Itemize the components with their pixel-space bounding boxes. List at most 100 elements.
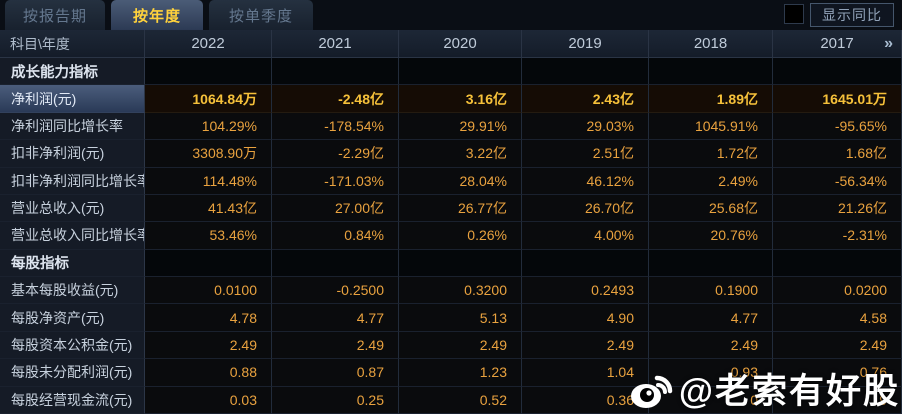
cell [145, 249, 272, 277]
cell[interactable]: 28.04% [399, 167, 522, 195]
cell [649, 249, 773, 277]
cell[interactable]: 4.77 [649, 304, 773, 332]
cell[interactable]: 25.68亿 [649, 194, 773, 223]
cell[interactable]: 0.76 [773, 359, 902, 387]
cell[interactable]: 0.0100 [145, 277, 272, 305]
cell[interactable]: 41.43亿 [145, 194, 272, 223]
year-column-header: 2018 [649, 30, 773, 58]
cell [522, 58, 649, 86]
more-years-chevron-icon[interactable]: » [884, 34, 893, 52]
year-column-header: 2021 [272, 30, 399, 58]
cell[interactable]: 2.49 [399, 331, 522, 360]
cell[interactable]: 26.70亿 [522, 194, 649, 223]
cell[interactable]: -178.54% [272, 112, 399, 141]
cell[interactable]: 0.25 [272, 386, 399, 414]
cell[interactable]: 4.58 [773, 304, 902, 332]
cell[interactable]: 21.26亿 [773, 194, 902, 223]
cell[interactable]: 0.2493 [522, 277, 649, 305]
cell[interactable]: 3.16亿 [399, 85, 522, 113]
cell[interactable]: 2.51亿 [522, 140, 649, 168]
year-column-header: 2022 [145, 30, 272, 58]
cell [272, 58, 399, 86]
row-label[interactable]: 基本每股收益(元) [0, 277, 145, 305]
cell[interactable]: 29.91% [399, 112, 522, 141]
cell[interactable]: 1.89亿 [649, 85, 773, 113]
cell[interactable]: 2.43亿 [522, 85, 649, 113]
cell[interactable]: 1645.01万 [773, 85, 902, 113]
cell[interactable]: 2.49 [145, 331, 272, 360]
cell[interactable]: 2.49 [773, 331, 902, 360]
row-label[interactable]: 每股净资产(元) [0, 304, 145, 332]
cell[interactable]: 3308.90万 [145, 140, 272, 168]
cell[interactable]: 2.49 [649, 331, 773, 360]
cell[interactable]: 0.52 [399, 386, 522, 414]
cell[interactable]: 104.29% [145, 112, 272, 141]
cell [399, 58, 522, 86]
cell[interactable]: 0.0200 [773, 277, 902, 305]
cell[interactable]: 27.00亿 [272, 194, 399, 223]
tab-by-year[interactable]: 按年度 [111, 0, 203, 30]
cell[interactable]: 2.49 [522, 331, 649, 360]
cell[interactable]: -2.48亿 [272, 85, 399, 113]
cell[interactable]: 9 [773, 386, 902, 414]
row-label[interactable]: 营业总收入(元) [0, 194, 145, 223]
cell[interactable]: -0.2500 [272, 277, 399, 305]
show-yoy-button[interactable]: 显示同比 [810, 3, 894, 27]
cell[interactable]: 1064.84万 [145, 85, 272, 113]
cell [522, 249, 649, 277]
cell[interactable]: 0.84% [272, 222, 399, 250]
cell[interactable]: 1045.91% [649, 112, 773, 141]
cell[interactable]: 2.49% [649, 167, 773, 195]
cell[interactable]: 0.93 [649, 359, 773, 387]
cell[interactable]: 4.90 [522, 304, 649, 332]
tab-by-single-quarter[interactable]: 按单季度 [209, 0, 313, 30]
show-yoy-checkbox[interactable] [784, 4, 804, 24]
row-label[interactable]: 每股资本公积金(元) [0, 331, 145, 360]
cell[interactable]: 46.12% [522, 167, 649, 195]
row-label[interactable]: 营业总收入同比增长率 [0, 222, 145, 250]
year-column-header: 2020 [399, 30, 522, 58]
cell[interactable]: -171.03% [272, 167, 399, 195]
cell[interactable]: -56.34% [773, 167, 902, 195]
cell[interactable]: 1.72亿 [649, 140, 773, 168]
cell[interactable]: 0.26% [399, 222, 522, 250]
period-tab-bar: 按报告期 按年度 按单季度 显示同比 [0, 0, 902, 30]
cell [773, 58, 902, 86]
cell[interactable]: 1.23 [399, 359, 522, 387]
cell[interactable]: -95.65% [773, 112, 902, 141]
row-label[interactable]: 扣非净利润(元) [0, 140, 145, 168]
year-column-header: 2017» [773, 30, 902, 58]
cell[interactable]: 0.1900 [649, 277, 773, 305]
cell[interactable]: -2.29亿 [272, 140, 399, 168]
row-label[interactable]: 扣非净利润同比增长率 [0, 167, 145, 195]
row-label[interactable]: 每股未分配利润(元) [0, 359, 145, 387]
row-label[interactable]: 净利润(元) [0, 85, 145, 113]
cell[interactable]: 0.3200 [399, 277, 522, 305]
cell[interactable]: 53.46% [145, 222, 272, 250]
cell[interactable]: 0.03 [145, 386, 272, 414]
cell [145, 58, 272, 86]
cell[interactable]: 29.03% [522, 112, 649, 141]
cell [399, 249, 522, 277]
cell[interactable]: 1.04 [522, 359, 649, 387]
cell[interactable]: 0.87 [272, 359, 399, 387]
cell[interactable]: 0.36 [522, 386, 649, 414]
cell[interactable]: 1.68亿 [773, 140, 902, 168]
cell[interactable]: 0.88 [145, 359, 272, 387]
cell[interactable]: 114.48% [145, 167, 272, 195]
section-header-label: 成长能力指标 [0, 58, 145, 86]
cell[interactable]: 26.77亿 [399, 194, 522, 223]
cell[interactable]: 4.77 [272, 304, 399, 332]
cell[interactable]: 0 [649, 386, 773, 414]
cell[interactable]: 2.49 [272, 331, 399, 360]
cell[interactable]: 5.13 [399, 304, 522, 332]
cell[interactable]: 20.76% [649, 222, 773, 250]
row-label[interactable]: 净利润同比增长率 [0, 112, 145, 141]
row-label[interactable]: 每股经营现金流(元) [0, 386, 145, 414]
cell[interactable]: 4.78 [145, 304, 272, 332]
tab-by-report-period[interactable]: 按报告期 [5, 0, 105, 30]
cell[interactable]: 3.22亿 [399, 140, 522, 168]
cell[interactable]: 4.00% [522, 222, 649, 250]
cell [272, 249, 399, 277]
cell[interactable]: -2.31% [773, 222, 902, 250]
